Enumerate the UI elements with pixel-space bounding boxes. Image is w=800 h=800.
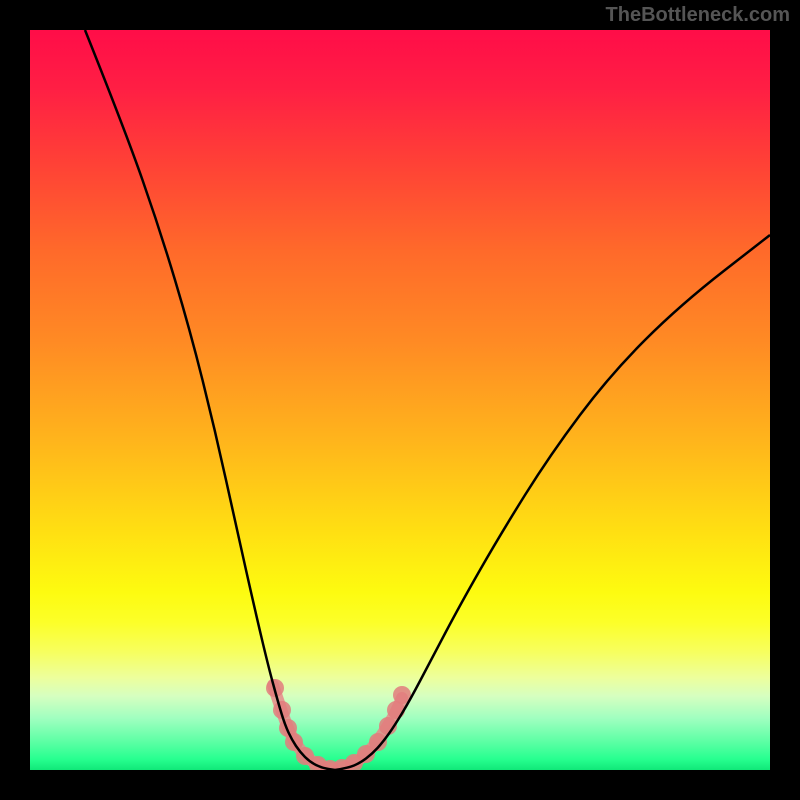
watermark-text: TheBottleneck.com — [606, 4, 790, 27]
curve-layer — [30, 30, 770, 770]
valley-dots — [266, 679, 411, 770]
left-curve — [85, 30, 335, 770]
plot-area — [30, 30, 770, 770]
